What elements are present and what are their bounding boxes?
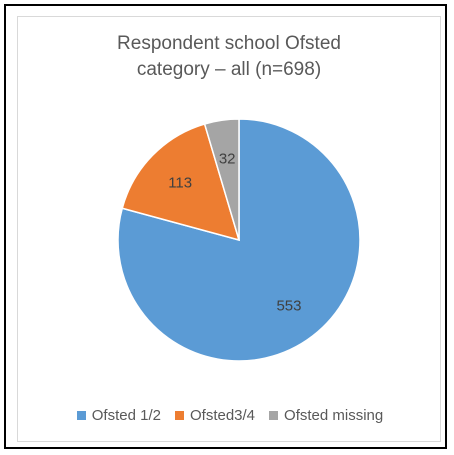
chart-title-line-2: category – all (n=698): [136, 59, 322, 80]
chart-title-line-1: Respondent school Ofsted: [117, 33, 341, 54]
legend-label-ofsted-3-4: Ofsted3/4: [189, 407, 256, 424]
data-label-ofsted3-4: 113: [168, 174, 192, 191]
chart-area: Respondent school Ofsted category – all …: [17, 16, 441, 442]
legend-swatch-ofsted-1-2: [76, 411, 86, 420]
figure-frame: Respondent school Ofsted category – all …: [4, 4, 447, 449]
pie-slice-ofsted3-4: [121, 123, 241, 242]
legend-item-ofsted-1-2: Ofsted 1/2: [76, 407, 161, 424]
legend-swatch-ofsted-missing: [269, 411, 279, 420]
legend-label-ofsted-missing: Ofsted missing: [284, 407, 384, 424]
legend-label-ofsted-1-2: Ofsted 1/2: [91, 407, 161, 424]
chart-legend: Ofsted 1/2 Ofsted3/4 Ofsted missing: [18, 407, 442, 424]
pie-slice-ofsted-missing: [203, 118, 240, 241]
chart-title: Respondent school Ofsted category – all …: [18, 31, 440, 83]
legend-item-ofsted-3-4: Ofsted3/4: [174, 407, 256, 424]
data-label-ofsted-missing: 32: [219, 151, 236, 168]
pie-chart: 553 113 32: [117, 118, 361, 362]
legend-item-ofsted-missing: Ofsted missing: [269, 407, 383, 424]
data-label-ofsted-1-2: 553: [276, 297, 301, 314]
legend-swatch-ofsted-3-4: [174, 411, 184, 420]
